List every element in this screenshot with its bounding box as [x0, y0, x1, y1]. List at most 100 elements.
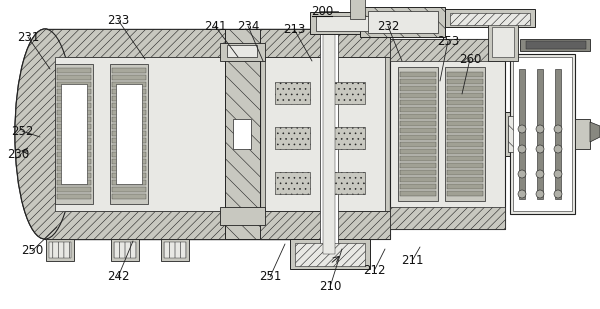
- Bar: [57, 166, 91, 171]
- Bar: [447, 156, 483, 161]
- Text: 231: 231: [17, 31, 39, 44]
- Bar: [447, 163, 483, 168]
- Bar: [55, 64, 93, 204]
- Bar: [447, 72, 483, 77]
- Bar: [45, 29, 355, 239]
- Bar: [57, 152, 91, 157]
- Bar: [57, 110, 91, 115]
- Bar: [220, 43, 265, 61]
- Bar: [447, 184, 483, 189]
- Bar: [112, 173, 146, 178]
- Ellipse shape: [325, 29, 385, 239]
- Bar: [114, 242, 136, 258]
- Bar: [400, 142, 436, 147]
- Bar: [445, 67, 485, 201]
- Bar: [447, 170, 483, 175]
- Text: 211: 211: [401, 255, 423, 268]
- Bar: [508, 116, 528, 152]
- Bar: [400, 170, 436, 175]
- Bar: [513, 57, 572, 211]
- Bar: [260, 211, 390, 239]
- Bar: [310, 12, 390, 34]
- Bar: [400, 86, 436, 91]
- Bar: [233, 119, 251, 149]
- Bar: [220, 207, 265, 225]
- Bar: [275, 172, 310, 194]
- Circle shape: [554, 125, 562, 133]
- Bar: [400, 121, 436, 126]
- Circle shape: [518, 190, 526, 198]
- Bar: [57, 96, 91, 101]
- Circle shape: [554, 190, 562, 198]
- Text: 200: 200: [311, 5, 333, 18]
- Bar: [400, 79, 436, 84]
- Bar: [112, 159, 146, 164]
- Circle shape: [518, 170, 526, 178]
- Bar: [57, 82, 91, 87]
- Bar: [450, 13, 530, 25]
- Bar: [111, 239, 139, 261]
- Text: 234: 234: [237, 19, 259, 32]
- Circle shape: [536, 145, 544, 153]
- Bar: [368, 11, 438, 33]
- Text: 253: 253: [437, 35, 459, 48]
- Bar: [400, 191, 436, 196]
- Bar: [57, 159, 91, 164]
- Circle shape: [554, 145, 562, 153]
- Bar: [447, 149, 483, 154]
- Text: 230: 230: [7, 147, 29, 160]
- Bar: [225, 29, 260, 239]
- Bar: [57, 103, 91, 108]
- Circle shape: [518, 125, 526, 133]
- Bar: [400, 93, 436, 98]
- Bar: [290, 239, 370, 269]
- Ellipse shape: [15, 29, 75, 239]
- Bar: [260, 29, 390, 239]
- Bar: [227, 45, 257, 57]
- Bar: [112, 152, 146, 157]
- Bar: [447, 107, 483, 112]
- Bar: [57, 68, 91, 73]
- Bar: [57, 173, 91, 178]
- Bar: [390, 39, 505, 61]
- Circle shape: [536, 170, 544, 178]
- Text: 210: 210: [319, 281, 341, 294]
- Bar: [519, 69, 525, 199]
- Bar: [295, 243, 365, 266]
- Text: 250: 250: [21, 244, 43, 257]
- Bar: [505, 112, 533, 156]
- Bar: [57, 138, 91, 143]
- Polygon shape: [590, 122, 600, 142]
- Text: 241: 241: [204, 19, 226, 32]
- Text: 251: 251: [259, 270, 281, 283]
- Bar: [45, 29, 355, 57]
- Circle shape: [536, 190, 544, 198]
- Bar: [350, 0, 365, 19]
- Text: 213: 213: [283, 23, 305, 36]
- Bar: [400, 163, 436, 168]
- Bar: [112, 110, 146, 115]
- Bar: [112, 89, 146, 94]
- Bar: [447, 114, 483, 119]
- Bar: [510, 54, 575, 214]
- Bar: [46, 239, 74, 261]
- Bar: [400, 72, 436, 77]
- Bar: [265, 57, 385, 211]
- Bar: [400, 156, 436, 161]
- Bar: [330, 82, 365, 104]
- Bar: [555, 69, 561, 199]
- Circle shape: [536, 125, 544, 133]
- Bar: [112, 166, 146, 171]
- Bar: [447, 86, 483, 91]
- Bar: [398, 67, 438, 201]
- Bar: [488, 23, 518, 61]
- Bar: [61, 84, 87, 184]
- Bar: [275, 82, 310, 104]
- Bar: [275, 127, 310, 149]
- Bar: [57, 187, 91, 192]
- Bar: [112, 124, 146, 129]
- Bar: [112, 75, 146, 80]
- Bar: [164, 242, 186, 258]
- Bar: [320, 11, 338, 257]
- Bar: [116, 84, 142, 184]
